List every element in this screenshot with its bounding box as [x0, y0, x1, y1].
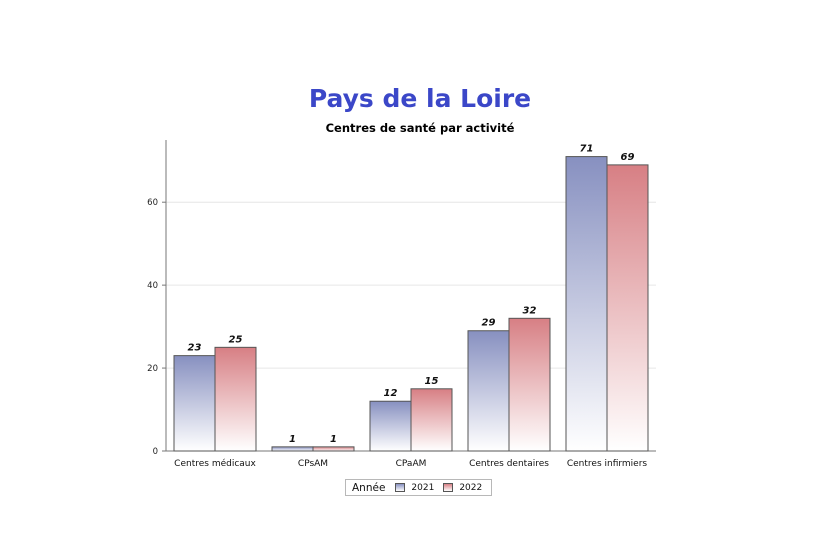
legend-label-2022: 2022: [459, 482, 483, 493]
legend-swatch-2022: [443, 483, 454, 492]
bar-2021-4: [565, 156, 608, 452]
data-label: 1: [330, 434, 337, 445]
data-label: 15: [425, 376, 439, 387]
chart-subtitle: Centres de santé par activité: [325, 121, 515, 135]
data-label: 32: [523, 305, 537, 316]
bar-2021-0: [173, 355, 216, 452]
x-tick-label: CPaAM: [396, 459, 427, 469]
legend-label-2021: 2021: [411, 482, 435, 493]
y-tick-label: 60: [147, 198, 158, 208]
bar-2021-1: [271, 446, 314, 452]
bar-2021-3: [467, 330, 510, 452]
x-tick-label: Centres médicaux: [174, 458, 256, 469]
data-label: 71: [580, 144, 594, 155]
y-tick-label: 0: [153, 447, 158, 457]
data-label: 25: [229, 334, 243, 345]
bar-2022-2: [410, 388, 453, 452]
x-tick-label: Centres infirmiers: [567, 459, 648, 469]
data-label: 69: [621, 152, 635, 163]
bar-2021-2: [369, 400, 412, 452]
data-label: 12: [384, 388, 398, 399]
data-label: 1: [289, 434, 296, 445]
data-label: 23: [188, 343, 202, 354]
legend: Année 2021 2022: [345, 479, 493, 496]
data-label: 29: [482, 318, 496, 329]
chart-title: Pays de la Loire: [308, 84, 532, 113]
bar-2022-0: [214, 346, 257, 452]
y-tick-label: 40: [147, 281, 158, 291]
legend-title: Année: [352, 481, 386, 494]
bar-2022-3: [508, 317, 551, 452]
bar-2022-1: [312, 446, 355, 452]
bar-2022-4: [606, 164, 649, 452]
x-tick-label: CPsAM: [298, 459, 328, 469]
x-tick-label: Centres dentaires: [469, 459, 549, 469]
legend-swatch-2021: [395, 483, 406, 492]
y-tick-label: 20: [147, 364, 158, 374]
